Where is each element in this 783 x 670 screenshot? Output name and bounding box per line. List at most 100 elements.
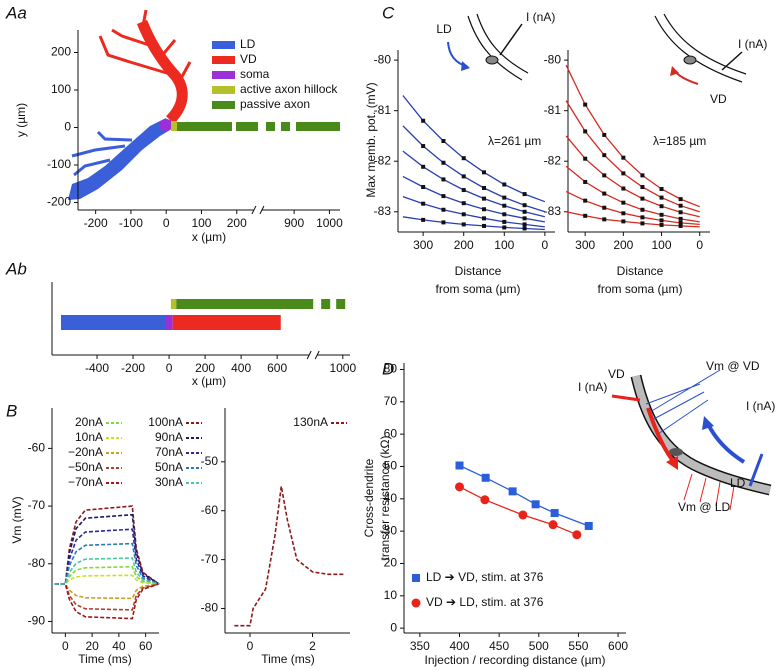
y-axis-label: Vm (mV) <box>10 496 24 543</box>
x-tick-label: -400 <box>85 361 109 375</box>
x-tick-label: 1000 <box>329 361 356 375</box>
point <box>659 218 664 223</box>
point <box>518 510 528 520</box>
point <box>421 118 426 123</box>
y-tick-label: -50 <box>201 454 219 468</box>
point <box>621 211 626 216</box>
soma <box>159 119 173 131</box>
x-axis-label: Distance <box>617 264 664 278</box>
series-line <box>54 574 160 585</box>
vd-branches <box>98 9 192 85</box>
point <box>502 195 507 200</box>
y-tick-label: -90 <box>28 614 46 628</box>
legend-swatch <box>212 56 235 64</box>
point <box>602 217 607 222</box>
y-tick-label: 30 <box>384 523 398 537</box>
point <box>548 520 558 530</box>
inset-label: Vm @ VD <box>706 359 760 373</box>
legend-label: 30nA <box>155 475 183 489</box>
passive-axon <box>296 122 340 131</box>
axis-break <box>306 350 320 360</box>
series-line <box>565 191 700 226</box>
arrow <box>447 41 469 68</box>
neuron-fill <box>632 375 771 494</box>
y-tick-label: 200 <box>51 45 71 59</box>
point <box>621 155 626 160</box>
point <box>678 210 683 215</box>
legend-swatch <box>212 101 235 109</box>
series-line <box>565 211 700 228</box>
y-tick-label: -60 <box>28 441 46 455</box>
series-line <box>459 464 589 527</box>
point <box>583 179 588 184</box>
point <box>455 461 464 470</box>
series-line <box>565 165 700 223</box>
point <box>602 191 607 196</box>
legend-label: 50nA <box>155 460 183 474</box>
arrow-head <box>702 416 714 430</box>
y-axis-label: transfer resistance (kΩ) <box>378 435 392 560</box>
legend-label: active axon hillock <box>240 82 338 96</box>
recording-lines <box>683 473 735 511</box>
series-line <box>234 486 344 627</box>
legend-label: soma <box>240 67 270 81</box>
x-tick-label: 200 <box>454 238 474 252</box>
legend-label: 10nA <box>75 430 103 444</box>
y-tick-label: 80 <box>384 362 398 376</box>
series-line <box>565 135 700 218</box>
point <box>640 215 645 220</box>
passive-axon <box>236 122 258 131</box>
point <box>441 139 446 143</box>
x-tick-label: 100 <box>191 216 211 230</box>
point <box>455 482 464 492</box>
series-line <box>402 95 546 203</box>
axis-break-gap <box>253 207 262 213</box>
y-tick-label: -81 <box>544 103 562 117</box>
x-tick-label: 400 <box>231 361 251 375</box>
arrow <box>706 423 746 464</box>
legend-label: 130nA <box>293 415 328 429</box>
morphology <box>68 9 340 200</box>
x-tick-label: 2 <box>309 639 316 653</box>
legend-label: VD ➔ LD, stim. at 376 <box>426 595 544 609</box>
panel-label: Ab <box>5 259 27 278</box>
point <box>659 195 664 200</box>
y-tick-label: 20 <box>384 556 398 570</box>
legend-swatch <box>411 598 421 608</box>
point <box>640 196 645 201</box>
y-axis-label: Cross-dendrite <box>362 458 376 537</box>
soma-icon <box>485 55 499 65</box>
legend-label: 70nA <box>155 445 183 459</box>
inset-label: VD <box>608 367 625 381</box>
y-tick-label: -82 <box>374 153 392 167</box>
point <box>659 187 664 192</box>
x-axis-label: Injection / recording distance (µm) <box>425 653 606 667</box>
arrow-head <box>461 61 470 71</box>
x-tick-label: 0 <box>166 361 173 375</box>
legend-label: −50nA <box>68 460 103 474</box>
inset-label: I (nA) <box>738 37 767 51</box>
point <box>502 212 507 217</box>
series-line <box>402 216 545 231</box>
point <box>482 186 487 191</box>
point <box>678 220 683 225</box>
legend-label: −20nA <box>68 445 103 459</box>
series-line <box>54 583 160 620</box>
y-tick-label: 70 <box>384 394 398 408</box>
legend-label: VD <box>240 52 257 66</box>
x-tick-label: 60 <box>139 639 153 653</box>
arrow <box>646 407 676 464</box>
point <box>602 132 607 137</box>
point <box>584 521 593 530</box>
point <box>480 495 490 505</box>
x-tick-label: 100 <box>652 238 672 252</box>
x-tick-label: 100 <box>494 238 514 252</box>
y-tick-label: -70 <box>28 498 46 512</box>
x-axis-label: Time (ms) <box>78 652 132 666</box>
x-axis-label: from soma (µm) <box>598 282 683 296</box>
point <box>572 530 582 540</box>
point <box>583 213 588 218</box>
x-tick-label: 900 <box>284 216 304 230</box>
annotation: λ=185 µm <box>653 134 706 148</box>
y-tick-label: -100 <box>47 157 71 171</box>
